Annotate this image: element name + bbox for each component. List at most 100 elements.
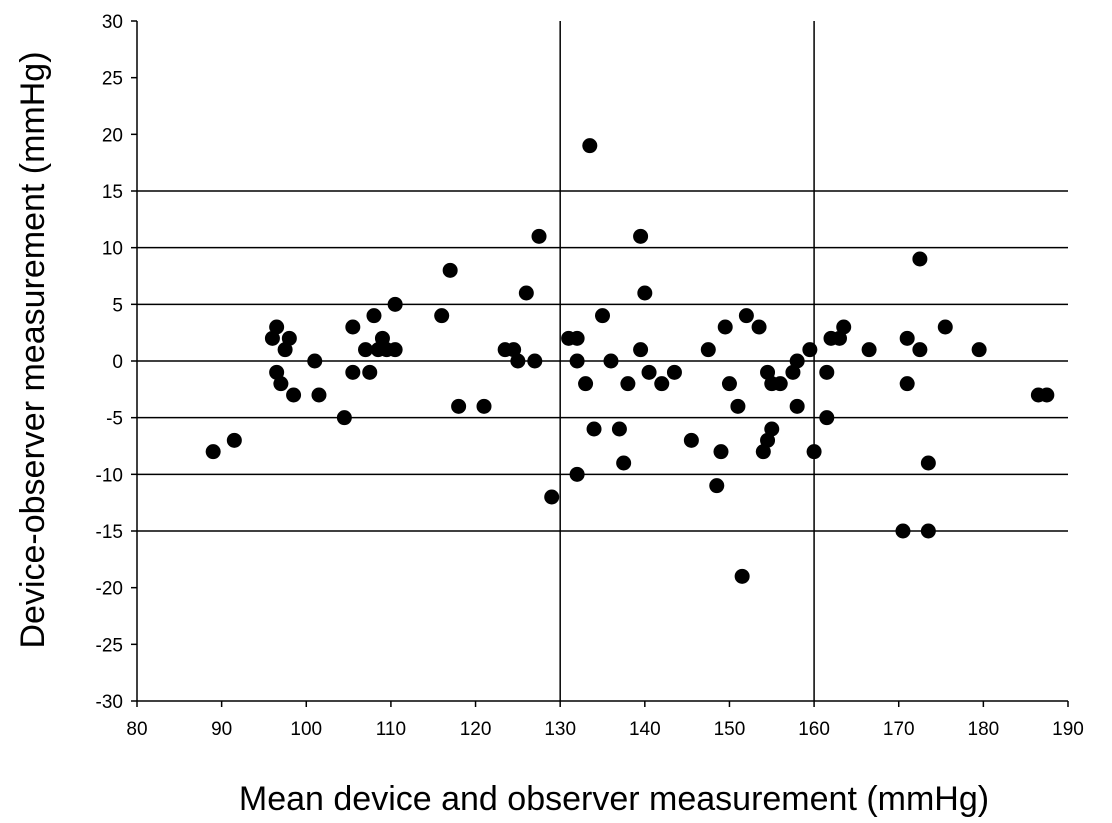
data-point [527, 353, 543, 369]
data-point [666, 364, 682, 380]
x-axis-tick-label: 130 [544, 719, 576, 740]
x-axis-tick-label: 170 [883, 719, 915, 740]
y-axis-tick-label: -20 [96, 579, 123, 600]
data-point [569, 466, 585, 482]
data-point [700, 342, 716, 358]
data-point [595, 308, 610, 324]
data-point [751, 319, 767, 335]
data-point [366, 308, 382, 324]
data-point [518, 285, 534, 301]
data-point [912, 251, 928, 267]
data-point [582, 138, 598, 154]
y-axis-tick-label: 10 [102, 239, 123, 260]
data-point [277, 342, 293, 358]
data-point [734, 568, 750, 584]
x-axis-tick-label: 80 [126, 719, 147, 740]
y-axis-tick-label: -5 [106, 409, 123, 430]
data-point [641, 364, 657, 380]
x-axis-tick-label: 190 [1052, 719, 1084, 740]
data-point [544, 489, 560, 505]
data-point [362, 364, 378, 380]
x-axis-title: Mean device and observer measurement (mm… [239, 780, 989, 818]
data-point [603, 353, 619, 369]
x-axis-tick-label: 100 [290, 719, 322, 740]
data-point [971, 342, 987, 358]
data-point [578, 376, 594, 392]
data-point [345, 364, 361, 380]
data-point [785, 364, 801, 380]
data-point [730, 398, 746, 414]
data-point [476, 398, 492, 414]
data-point [345, 319, 361, 335]
data-point [806, 444, 822, 460]
data-point [899, 330, 915, 346]
data-point [281, 330, 297, 346]
x-axis-tick-label: 120 [460, 719, 492, 740]
data-point [920, 455, 936, 471]
data-point [899, 376, 915, 392]
data-point [307, 353, 323, 369]
data-point [831, 330, 847, 346]
data-point [633, 228, 649, 244]
data-point [311, 387, 327, 403]
data-point [269, 319, 285, 335]
data-point [819, 364, 835, 380]
data-point [717, 319, 733, 335]
data-point [264, 330, 280, 346]
data-point [569, 330, 585, 346]
data-point [226, 432, 242, 448]
data-point [721, 376, 737, 392]
data-point [912, 342, 928, 358]
data-point [336, 410, 352, 426]
x-axis-tick-label: 140 [629, 719, 661, 740]
y-axis-tick-label: 15 [102, 182, 123, 203]
x-axis-tick-label: 180 [968, 719, 1000, 740]
y-axis-tick-label: 5 [112, 295, 123, 316]
data-point [709, 478, 725, 494]
data-point [586, 421, 602, 437]
data-point [895, 523, 911, 539]
y-axis-tick-label: 20 [102, 125, 123, 146]
y-axis-title: Device-observer measurement (mmHg) [14, 51, 52, 648]
x-axis-tick-label: 110 [376, 719, 406, 740]
data-point [738, 308, 754, 324]
y-axis-tick-label: -30 [96, 692, 123, 713]
data-point [1039, 387, 1055, 403]
y-axis-tick-label: 30 [102, 12, 123, 33]
x-axis-tick-label: 160 [798, 719, 830, 740]
x-axis-tick-labels: 80 90 100 110 120 130 140 150 160 170 180 190 [126, 719, 1083, 740]
data-point [654, 376, 670, 392]
data-point [387, 296, 403, 312]
data-point [434, 308, 450, 324]
y-axis-tick-label: -15 [96, 522, 123, 543]
data-point [286, 387, 302, 403]
data-point [637, 285, 653, 301]
y-axis-tick-label: -10 [96, 465, 123, 486]
y-axis-tick-label: -25 [96, 635, 123, 656]
data-point [713, 444, 729, 460]
data-point [442, 262, 458, 278]
data-point [836, 319, 852, 335]
data-point [861, 342, 877, 358]
data-points [205, 138, 1055, 584]
data-point [611, 421, 627, 437]
axes [131, 20, 1069, 707]
data-point [789, 398, 805, 414]
reference-lines [137, 21, 1068, 701]
data-point [789, 353, 805, 369]
data-point [269, 364, 285, 380]
data-point [802, 342, 818, 358]
data-point [633, 342, 649, 358]
data-point [620, 376, 636, 392]
data-point [387, 342, 403, 358]
data-point [569, 353, 585, 369]
data-point [819, 410, 835, 426]
data-point [760, 364, 776, 380]
data-point [374, 330, 390, 346]
data-point [506, 342, 522, 358]
data-point [616, 455, 632, 471]
x-axis-tick-label: 150 [714, 719, 746, 740]
data-point [683, 432, 699, 448]
data-point [205, 444, 221, 460]
